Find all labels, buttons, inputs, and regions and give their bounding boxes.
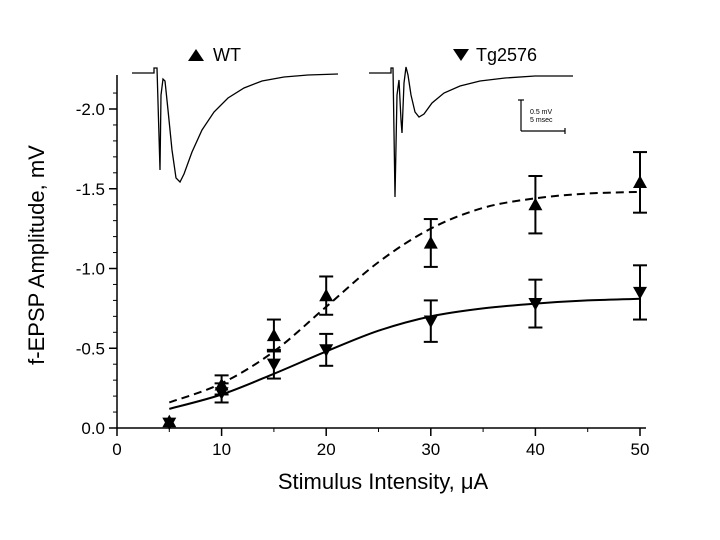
data-point-tg2576	[423, 315, 438, 329]
scale-bar-amplitude-label: 0.5 mV	[530, 109, 553, 116]
y-tick-label: -1.0	[76, 260, 105, 279]
fit-curve-tg2576	[169, 297, 641, 410]
x-tick-label: 50	[631, 440, 650, 459]
x-tick-label: 20	[317, 440, 336, 459]
legend-marker-tg2576	[453, 49, 469, 61]
legend-label-wt: WT	[213, 45, 241, 65]
data-point-tg2576	[266, 358, 281, 372]
x-ticks: 0 10 20 30 40 50	[112, 428, 649, 459]
data-point-tg2576	[633, 286, 647, 300]
data-point-tg2576	[528, 297, 543, 311]
fit-curve-wt	[168, 190, 641, 404]
scale-bar-time-label: 5 msec	[530, 117, 553, 124]
data-point-tg2576	[162, 417, 177, 431]
data-point-wt	[266, 328, 281, 342]
legend-label-tg2576: Tg2576	[476, 45, 537, 65]
legend-marker-wt	[188, 49, 204, 61]
data-point-wt	[423, 235, 438, 249]
data-points	[162, 151, 647, 431]
data-point-wt	[319, 288, 334, 302]
y-axis-label: f-EPSP Amplitude, mV	[24, 145, 49, 365]
x-tick-label: 30	[421, 440, 440, 459]
y-tick-label: -0.5	[76, 339, 105, 358]
x-tick-label: 40	[526, 440, 545, 459]
inset-trace-wt	[132, 67, 339, 184]
x-tick-label: 0	[112, 440, 121, 459]
x-axis-label: Stimulus Intensity, μA	[278, 469, 489, 494]
data-point-wt	[528, 197, 543, 211]
y-tick-label: -1.5	[76, 180, 105, 199]
y-ticks: 0.0 -0.5 -1.0 -1.5 -2.0	[76, 92, 117, 438]
legend: WT Tg2576	[188, 45, 537, 65]
inset-trace-tg2576	[369, 66, 573, 198]
y-tick-label: -2.0	[76, 100, 105, 119]
x-tick-label: 10	[212, 440, 231, 459]
data-point-wt	[633, 175, 647, 188]
data-point-tg2576	[214, 387, 229, 400]
y-tick-label: 0.0	[81, 419, 105, 438]
scale-bar: 0.5 mV 5 msec	[518, 99, 566, 134]
data-point-tg2576	[319, 344, 334, 357]
